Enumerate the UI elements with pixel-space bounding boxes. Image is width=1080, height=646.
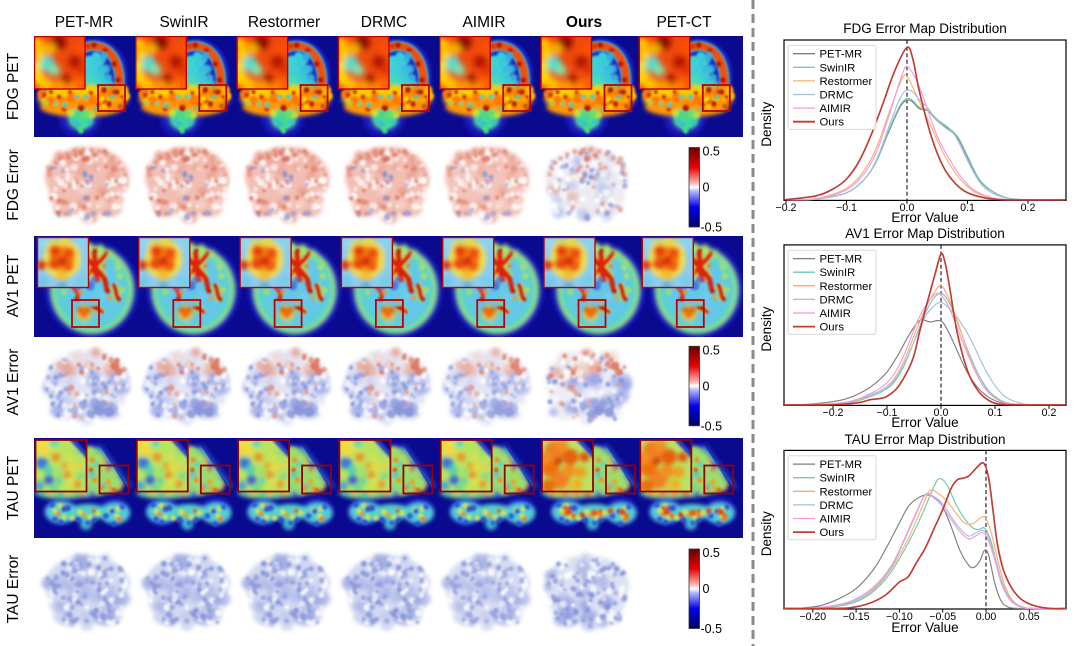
svg-text:−0.2: −0.2 [776, 202, 797, 214]
svg-text:DRMC: DRMC [820, 294, 854, 306]
svg-text:DRMC: DRMC [361, 14, 408, 31]
svg-text:Restormer: Restormer [820, 486, 873, 498]
svg-text:Density: Density [759, 306, 774, 351]
svg-text:−0.20: −0.20 [799, 611, 826, 623]
svg-text:Restormer: Restormer [248, 14, 320, 31]
svg-text:PET-MR: PET-MR [820, 49, 863, 61]
svg-text:FDG Error: FDG Error [5, 149, 22, 220]
svg-text:AIMIR: AIMIR [820, 514, 851, 526]
svg-text:-0.5: -0.5 [701, 622, 723, 636]
svg-text:AV1 PET: AV1 PET [5, 254, 22, 317]
svg-text:0.2: 0.2 [1042, 407, 1057, 419]
svg-text:AIMIR: AIMIR [462, 14, 505, 31]
svg-text:Error Value: Error Value [891, 210, 958, 225]
svg-text:−0.1: −0.1 [836, 202, 857, 214]
svg-text:0.0: 0.0 [900, 202, 915, 214]
svg-text:0.5: 0.5 [703, 546, 720, 560]
svg-text:Error Value: Error Value [891, 415, 958, 430]
svg-text:Restormer: Restormer [820, 76, 873, 88]
svg-text:0.0: 0.0 [934, 407, 949, 419]
svg-text:0.5: 0.5 [703, 145, 720, 159]
svg-text:0.05: 0.05 [1019, 611, 1040, 623]
svg-text:FDG Error Map Distribution: FDG Error Map Distribution [843, 21, 1007, 36]
svg-text:−0.1: −0.1 [877, 407, 898, 419]
svg-text:Density: Density [759, 511, 774, 556]
svg-text:Error Value: Error Value [891, 620, 958, 635]
svg-text:SwinIR: SwinIR [820, 62, 856, 74]
svg-text:PET-MR: PET-MR [55, 14, 114, 31]
svg-text:-0.5: -0.5 [701, 419, 723, 433]
svg-text:SwinIR: SwinIR [159, 14, 208, 31]
svg-text:DRMC: DRMC [820, 500, 854, 512]
svg-text:PET-MR: PET-MR [820, 459, 863, 471]
svg-text:0: 0 [703, 181, 710, 195]
svg-text:Density: Density [759, 101, 774, 146]
svg-text:0.5: 0.5 [703, 343, 720, 357]
svg-text:Ours: Ours [820, 322, 845, 334]
svg-text:Ours: Ours [566, 14, 602, 31]
svg-text:0: 0 [703, 582, 710, 596]
svg-text:TAU PET: TAU PET [5, 455, 22, 520]
svg-text:DRMC: DRMC [820, 90, 854, 102]
svg-text:SwinIR: SwinIR [820, 267, 856, 279]
svg-text:−0.2: −0.2 [823, 407, 844, 419]
svg-text:-0.5: -0.5 [701, 221, 723, 235]
svg-text:AIMIR: AIMIR [820, 308, 851, 320]
svg-text:FDG PET: FDG PET [5, 52, 22, 120]
svg-text:PET-CT: PET-CT [656, 14, 712, 31]
svg-text:TAU Error: TAU Error [5, 555, 22, 624]
svg-text:SwinIR: SwinIR [820, 473, 856, 485]
svg-text:TAU Error Map Distribution: TAU Error Map Distribution [844, 432, 1005, 447]
svg-text:Restormer: Restormer [820, 281, 873, 293]
svg-text:0.1: 0.1 [960, 202, 975, 214]
svg-text:PET-MR: PET-MR [820, 254, 863, 266]
svg-text:AIMIR: AIMIR [820, 103, 851, 115]
svg-text:AV1 Error: AV1 Error [5, 349, 22, 416]
svg-text:0.1: 0.1 [988, 407, 1003, 419]
svg-text:0.2: 0.2 [1021, 202, 1036, 214]
svg-text:Ours: Ours [820, 117, 845, 129]
svg-text:−0.05: −0.05 [929, 611, 956, 623]
svg-text:−0.15: −0.15 [843, 611, 870, 623]
svg-text:AV1 Error Map Distribution: AV1 Error Map Distribution [845, 226, 1005, 241]
svg-text:0: 0 [703, 379, 710, 393]
svg-text:−0.10: −0.10 [886, 611, 913, 623]
svg-text:Ours: Ours [820, 527, 845, 539]
svg-text:0.00: 0.00 [976, 611, 997, 623]
